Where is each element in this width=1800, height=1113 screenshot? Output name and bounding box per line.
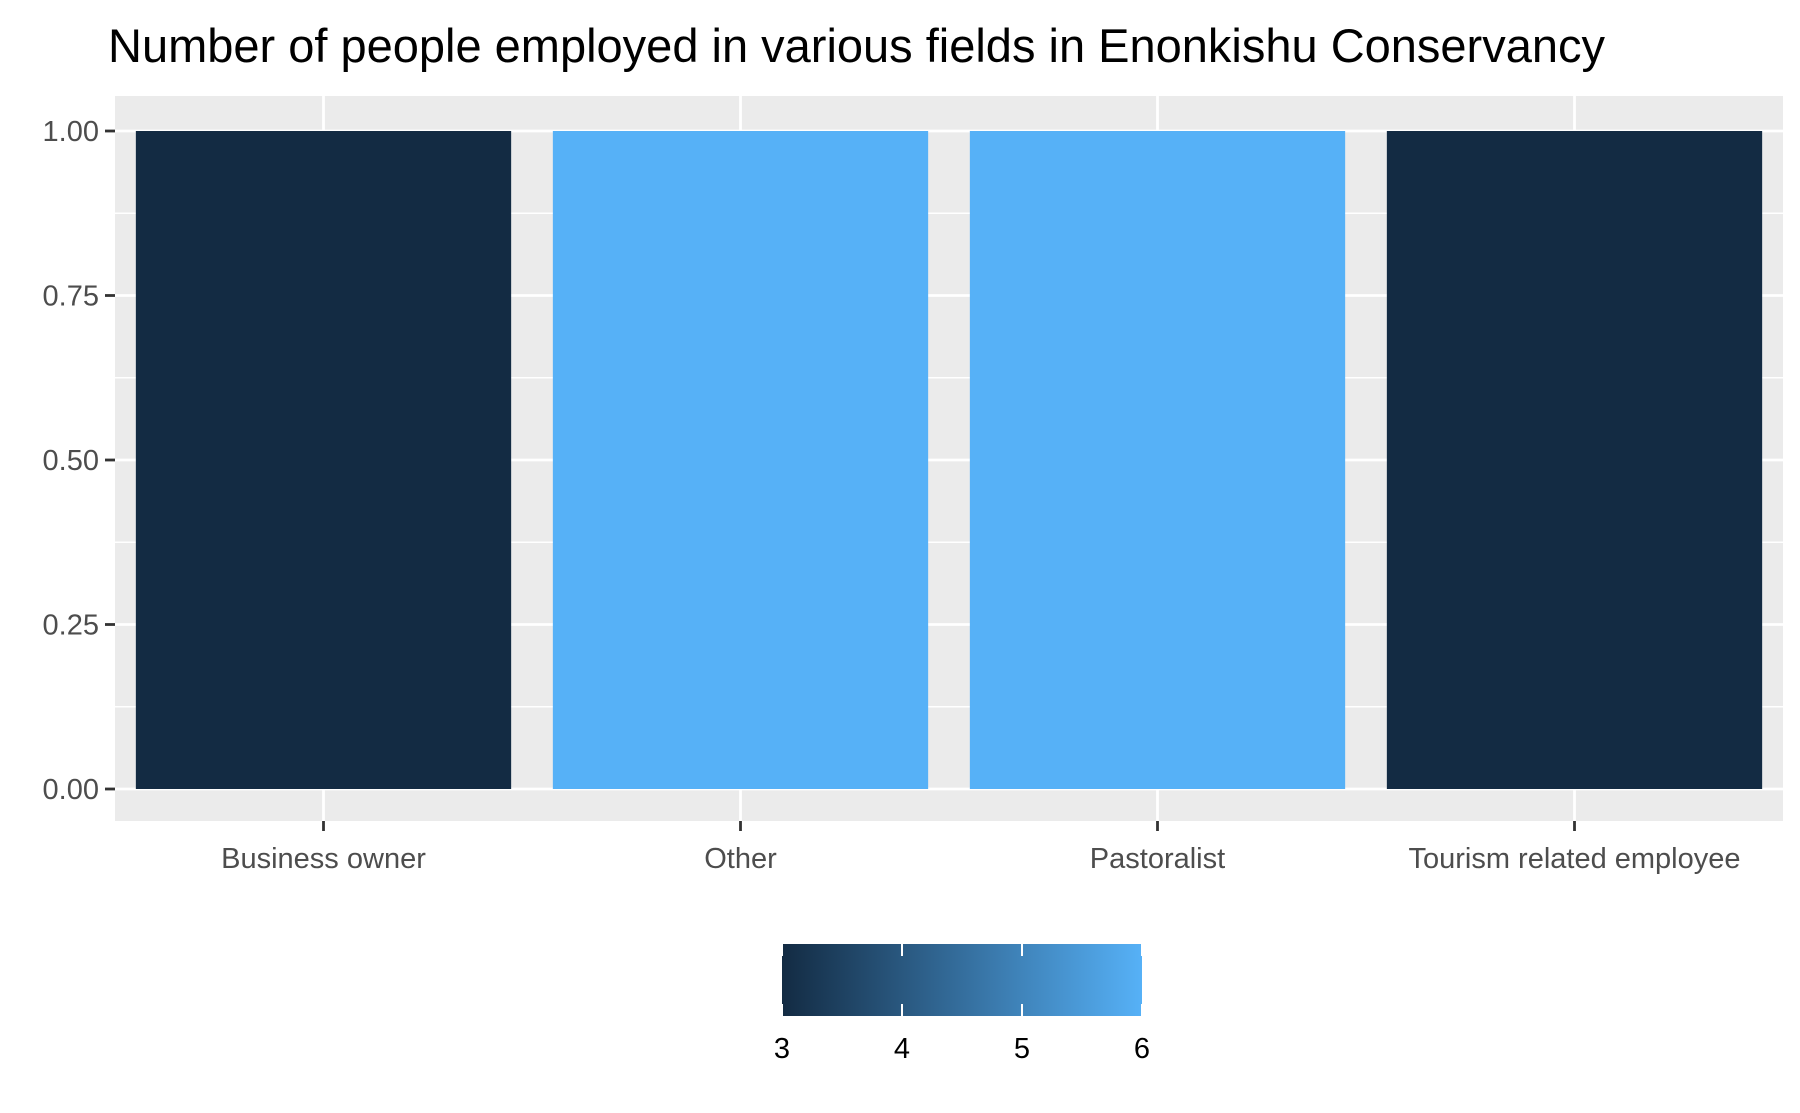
x-tick-label: Tourism related employee [1408, 843, 1740, 875]
colorbar-label: 4 [894, 1033, 910, 1065]
x-axis: Business owner Other Pastoralist Tourism re… [221, 821, 1741, 875]
y-tick-label: 0.25 [43, 610, 99, 642]
colorbar-label: 5 [1014, 1033, 1030, 1065]
bar-pastoralist [969, 131, 1346, 789]
x-tick-label: Pastoralist [1090, 843, 1225, 875]
x-tick-label: Business owner [221, 843, 426, 875]
colorbar-label: 6 [1134, 1033, 1150, 1065]
y-tick-label: 0.00 [43, 774, 99, 806]
y-tick-label: 1.00 [43, 116, 99, 148]
bar-other [552, 131, 929, 789]
y-tick-label: 0.50 [43, 445, 99, 477]
colorbar [782, 944, 1142, 1016]
y-tick-label: 0.75 [43, 281, 99, 313]
bars [135, 131, 1763, 789]
x-tick-label: Other [704, 843, 777, 875]
legend: 3 4 5 6 [774, 944, 1150, 1065]
bar-tourism-related-employee [1386, 131, 1763, 789]
colorbar-label: 3 [774, 1033, 790, 1065]
bar-business-owner [135, 131, 512, 789]
y-axis: 0.00 0.25 0.50 0.75 1.00 [43, 116, 115, 806]
chart-title: Number of people employed in various fie… [108, 19, 1605, 72]
